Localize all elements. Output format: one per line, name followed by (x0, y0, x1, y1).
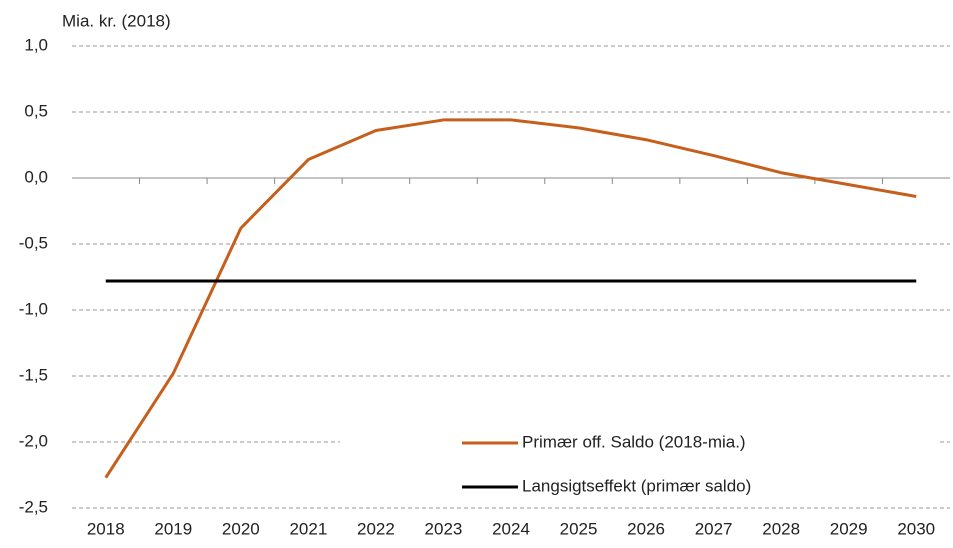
y-tick-label: 0,5 (24, 101, 48, 120)
y-tick-label: -2,5 (19, 497, 48, 516)
x-tick-label: 2022 (357, 519, 395, 538)
line-series (104, 118, 917, 479)
x-tick-label: 2024 (492, 519, 530, 538)
x-tick-label: 2020 (222, 519, 260, 538)
x-tick-label: 2030 (897, 519, 935, 538)
x-tick-label: 2021 (289, 519, 327, 538)
y-tick-label: -0,5 (19, 233, 48, 252)
x-tick-label: 2018 (87, 519, 125, 538)
y-tick-label: 0,0 (24, 167, 48, 186)
x-tick-label: 2025 (560, 519, 598, 538)
y-tick-label: -1,5 (19, 365, 48, 384)
x-tick-label: 2026 (627, 519, 665, 538)
legend-background (340, 424, 940, 506)
y-tick-label: -1,0 (19, 299, 48, 318)
x-tick-label: 2023 (425, 519, 463, 538)
y-tick-label: -2,0 (19, 431, 48, 450)
x-tick-label: 2028 (762, 519, 800, 538)
y-axis-title: Mia. kr. (2018) (62, 11, 171, 30)
x-tick-label: 2027 (695, 519, 733, 538)
y-tick-label: 1,0 (24, 35, 48, 54)
x-tick-label: 2019 (154, 519, 192, 538)
legend-label: Langsigtseffekt (primær saldo) (522, 476, 751, 495)
x-tick-label: 2029 (830, 519, 868, 538)
legend-label: Primær off. Saldo (2018-mia.) (522, 432, 746, 451)
